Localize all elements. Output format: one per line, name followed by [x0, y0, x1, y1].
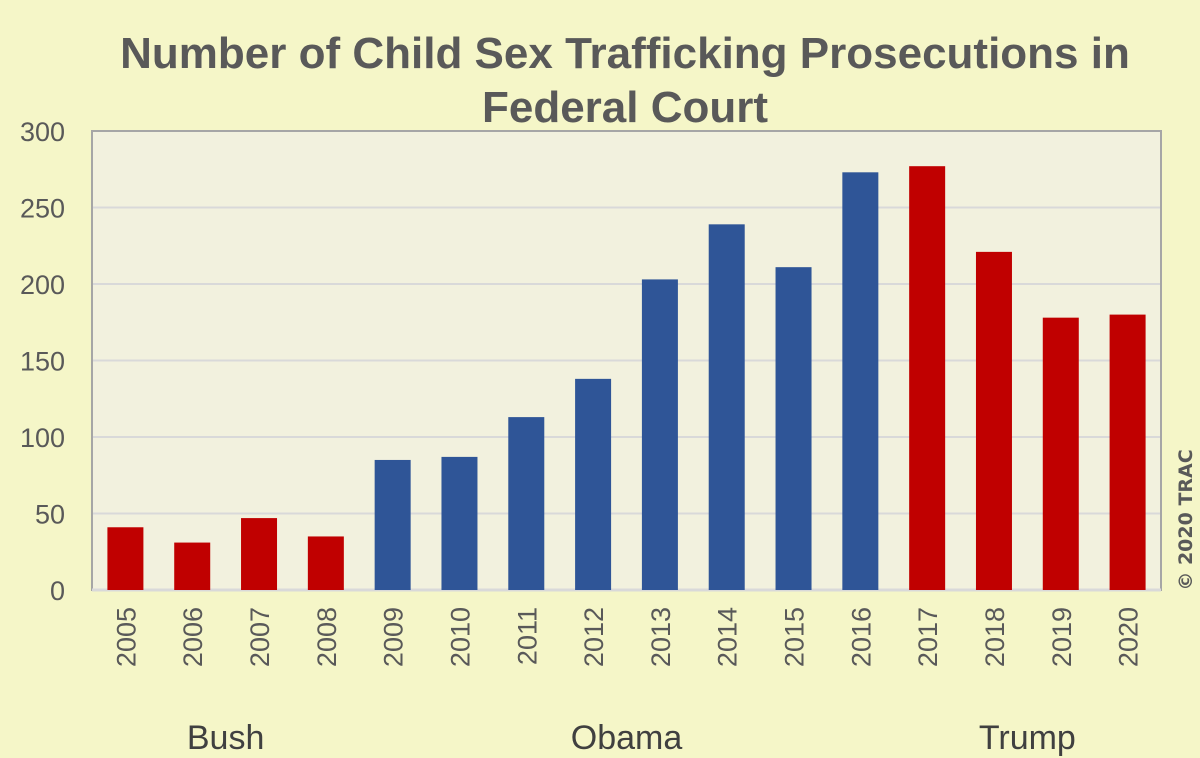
- x-axis-ticks: 2005 2006 2007 2008 2009 2010 2011 2012 2013 2014…: [111, 607, 1143, 667]
- y-tick-label: 100: [20, 423, 65, 453]
- bar-2010: [441, 456, 478, 590]
- x-tick-label: 2008: [312, 607, 342, 667]
- x-tick-label: 2010: [445, 607, 475, 667]
- chart-title-line-2: Federal Court: [482, 83, 768, 132]
- y-tick-label: 250: [20, 194, 65, 224]
- bars: [107, 166, 1146, 590]
- bar-2008: [307, 536, 344, 590]
- x-tick-label: 2005: [111, 607, 141, 667]
- x-tick-label: 2013: [646, 607, 676, 667]
- bar-2014: [708, 224, 745, 590]
- administration-labels: Bush Obama Trump: [187, 719, 1076, 757]
- x-tick-label: 2018: [980, 607, 1010, 667]
- x-tick-label: 2020: [1114, 607, 1144, 667]
- bar-2019: [1042, 317, 1079, 590]
- y-axis-ticks: 0 50 100 150 200 250 300: [20, 117, 65, 606]
- era-label-trump: Trump: [979, 719, 1076, 757]
- x-tick-label: 2017: [913, 607, 943, 667]
- bar-2015: [775, 267, 812, 590]
- bar-2009: [374, 459, 411, 590]
- x-tick-label: 2016: [846, 607, 876, 667]
- bar-2016: [842, 172, 879, 590]
- bar-2012: [575, 378, 612, 590]
- x-tick-label: 2011: [512, 607, 542, 665]
- x-tick-label: 2015: [780, 607, 810, 667]
- y-tick-label: 150: [20, 347, 65, 377]
- bar-2011: [508, 417, 545, 590]
- era-label-bush: Bush: [187, 719, 265, 757]
- x-tick-label: 2006: [178, 607, 208, 667]
- y-tick-label: 300: [20, 117, 65, 147]
- x-tick-label: 2012: [579, 607, 609, 667]
- y-tick-label: 200: [20, 270, 65, 300]
- y-tick-label: 50: [35, 500, 65, 530]
- x-tick-label: 2014: [713, 607, 743, 667]
- bar-2020: [1109, 314, 1146, 590]
- x-tick-label: 2009: [379, 607, 409, 667]
- x-tick-label: 2007: [245, 607, 275, 667]
- bar-2013: [641, 279, 678, 590]
- bar-2005: [107, 527, 144, 590]
- x-tick-label: 2019: [1047, 607, 1077, 667]
- chart-title-line-1: Number of Child Sex Trafficking Prosecut…: [120, 29, 1130, 78]
- bar-2017: [909, 166, 946, 590]
- bar-2006: [174, 542, 211, 590]
- y-tick-label: 0: [50, 576, 65, 606]
- bar-2007: [241, 518, 278, 590]
- era-label-obama: Obama: [571, 719, 683, 757]
- copyright-text: © 2020 TRAC: [1175, 449, 1197, 590]
- bar-2018: [975, 251, 1012, 590]
